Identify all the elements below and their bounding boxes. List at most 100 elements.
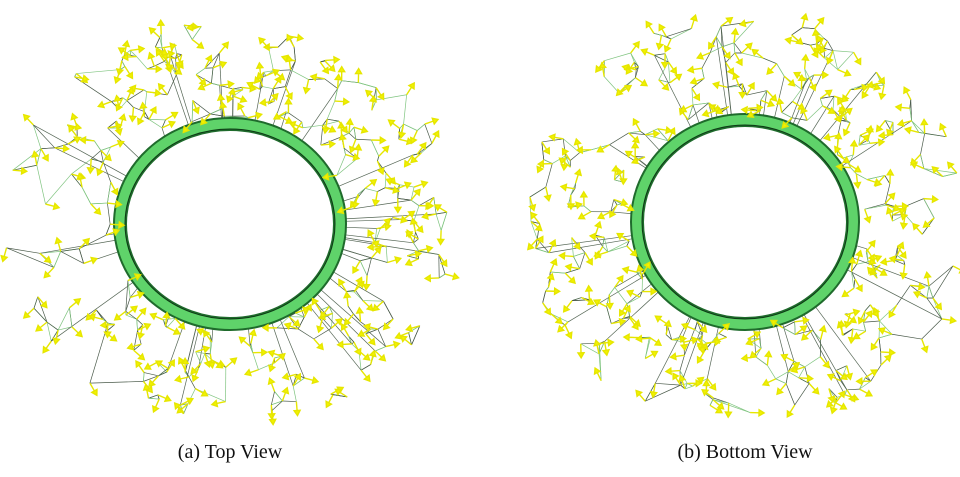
arrow (850, 141, 857, 155)
arrow (99, 148, 113, 162)
ring (120, 124, 340, 324)
arrow (573, 169, 583, 184)
arrow (897, 118, 912, 127)
edge (41, 148, 55, 149)
arrow (931, 296, 944, 311)
edge (37, 165, 46, 204)
edge (897, 285, 911, 305)
arrow (41, 339, 54, 354)
arrow (590, 233, 605, 240)
edge (90, 332, 105, 383)
arrow (628, 40, 641, 55)
arrow (405, 256, 420, 267)
edge (413, 154, 418, 155)
arrow (561, 183, 576, 191)
arrow (607, 203, 619, 218)
edge (144, 373, 158, 376)
arrow (640, 47, 655, 58)
arrow (539, 140, 552, 155)
edge (294, 47, 295, 61)
arrow (413, 180, 428, 190)
arrow (34, 320, 49, 333)
edge (603, 237, 604, 246)
edge (327, 119, 339, 121)
edge (79, 235, 106, 249)
edge (365, 188, 377, 191)
arrow (321, 141, 335, 148)
arrow (834, 390, 847, 405)
arrow (110, 139, 125, 150)
edge (436, 212, 447, 214)
arrow (807, 381, 821, 395)
arrow (164, 110, 179, 122)
edge (573, 256, 579, 268)
arrow (593, 340, 602, 355)
arrow (363, 332, 377, 347)
edge (211, 68, 213, 83)
arrow (592, 367, 603, 382)
arrow (546, 288, 560, 294)
edge (610, 133, 629, 145)
arrow (359, 368, 372, 383)
edge (565, 269, 579, 273)
arrow (224, 356, 239, 370)
arrow (799, 13, 808, 28)
arrow (713, 81, 728, 90)
edge (298, 329, 314, 339)
arrow (384, 185, 399, 194)
edge (629, 131, 641, 133)
arrow (529, 219, 544, 233)
arrow (790, 33, 805, 47)
edge (436, 214, 441, 230)
edge (325, 79, 338, 89)
edge (922, 319, 942, 339)
edge (892, 334, 922, 339)
arrow (818, 88, 833, 101)
arrow (151, 398, 162, 413)
arrow (190, 99, 201, 114)
arrow (881, 349, 895, 356)
arrow (745, 336, 760, 347)
arrow (785, 403, 797, 418)
edge (854, 279, 855, 288)
edge (137, 319, 138, 330)
arrow (202, 54, 214, 69)
arrow (764, 351, 771, 366)
arrow (236, 102, 248, 117)
edge (404, 95, 407, 124)
figure: (a) Top View (b) Bottom View (0, 0, 960, 472)
edge (546, 164, 552, 188)
arrow (765, 62, 779, 76)
edge (549, 238, 638, 253)
edge (802, 28, 814, 29)
edge (356, 139, 371, 140)
edge (792, 28, 803, 35)
arrow (656, 35, 665, 50)
arrow (324, 393, 336, 408)
arrow (267, 357, 277, 372)
arrow (355, 69, 361, 83)
edge (45, 174, 71, 204)
arrow (689, 87, 702, 102)
edge (328, 269, 383, 301)
arrow (612, 274, 625, 289)
edge (149, 119, 162, 127)
arrow (372, 191, 380, 206)
edge (323, 318, 332, 328)
edge (298, 89, 337, 146)
edge (271, 391, 274, 404)
edge (580, 253, 585, 269)
arrow (543, 186, 552, 201)
arrow (95, 161, 106, 176)
edge (342, 81, 359, 83)
arrow (887, 170, 894, 184)
edge (327, 101, 335, 119)
edge (272, 401, 282, 411)
arrow (335, 98, 349, 105)
arrow (148, 26, 162, 40)
arrow (22, 113, 36, 127)
arrow (559, 252, 573, 259)
edge (349, 336, 352, 344)
arrow (285, 99, 291, 113)
arrow (634, 75, 649, 88)
